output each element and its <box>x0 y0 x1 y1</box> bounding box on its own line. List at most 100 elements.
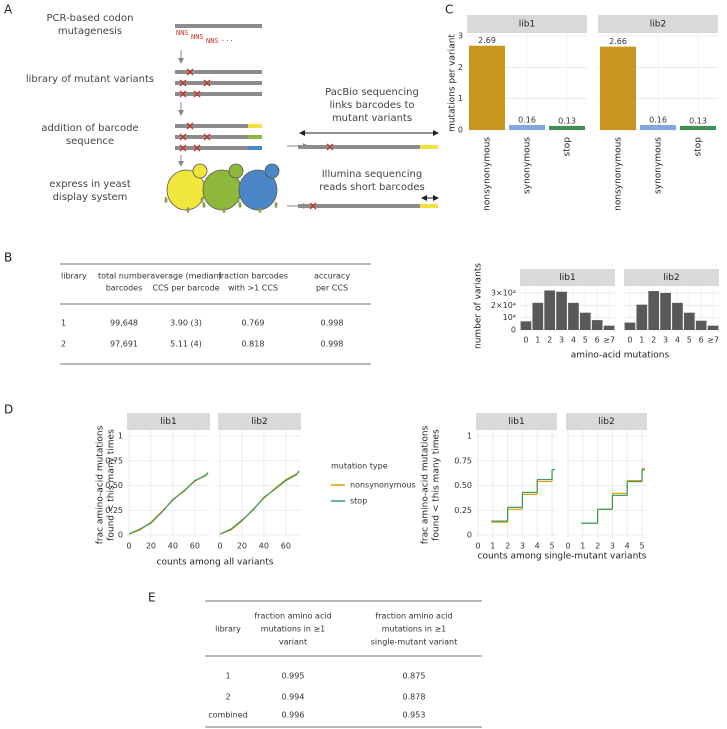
legend-label: stop <box>350 497 367 506</box>
panel-label: C <box>445 3 453 17</box>
diagram-text: PacBio sequencing <box>325 87 419 98</box>
facet-strip <box>218 413 301 430</box>
bar <box>579 312 591 330</box>
x-tick-label: 0 <box>126 542 131 551</box>
mutation-mark <box>186 68 194 76</box>
panel-label: D <box>4 403 13 417</box>
diagram-text: express in yeast <box>49 179 131 190</box>
table-header: mutations in ≥1 <box>382 625 447 634</box>
facet-title: lib1 <box>508 417 524 427</box>
x-tick-label: 60 <box>281 542 291 551</box>
table-header: fraction barcodes <box>218 272 288 281</box>
table-cell: 0.953 <box>403 711 426 720</box>
y-axis-label: found < this many times <box>432 429 442 541</box>
x-axis-label: counts among single-mutant variants <box>478 552 647 562</box>
x-tick-label: 40 <box>259 542 269 551</box>
x-tick-label: ≥7 <box>707 336 719 345</box>
table-header: per CCS <box>316 284 348 293</box>
mutation-mark <box>179 133 187 141</box>
barcode <box>248 146 262 150</box>
table-header: fraction amino acid <box>254 612 331 621</box>
yeast-cell <box>238 169 278 211</box>
bar <box>624 322 636 330</box>
table-cell: 1 <box>225 672 230 681</box>
barcode <box>248 135 262 139</box>
sequence-bar <box>175 81 262 85</box>
x-tick-label: stop <box>563 137 573 157</box>
table-header: variant <box>279 638 307 647</box>
x-tick-label: 2 <box>595 542 600 551</box>
table-cell: 0.818 <box>242 340 265 349</box>
x-tick-label: 1 <box>639 336 644 345</box>
facet-title: lib1 <box>160 417 176 427</box>
facet-strip <box>520 269 615 286</box>
table-header: with >1 CCS <box>228 284 278 293</box>
sequence-bar <box>175 124 248 128</box>
sequence-bar <box>298 145 420 149</box>
y-tick-label: 2 <box>458 63 463 72</box>
x-tick-label: nonsynonymous <box>614 137 624 211</box>
bar <box>648 291 660 330</box>
value-label: 0.16 <box>649 115 667 124</box>
mutation-mark <box>326 143 334 151</box>
line <box>219 471 300 535</box>
sequence-bar <box>175 24 262 28</box>
plot-background <box>566 430 647 538</box>
x-tick-label: 2 <box>547 336 552 345</box>
diagram-text: reads short barcodes <box>319 182 424 193</box>
mutation-mark <box>203 79 211 87</box>
y-axis-label: found < this many times <box>107 429 117 541</box>
codon-label: NNS <box>206 37 219 45</box>
x-tick-label: 0 <box>627 336 632 345</box>
display-protein <box>222 207 226 213</box>
bar <box>660 292 671 330</box>
facet-title: lib1 <box>519 20 535 30</box>
value-label: 0.13 <box>558 116 576 125</box>
bar <box>549 125 585 130</box>
y-tick-label: 0.25 <box>105 506 123 515</box>
y-tick-label: 0.75 <box>105 456 123 465</box>
y-tick-label: 3 <box>458 32 463 41</box>
table-header: library <box>61 272 87 281</box>
x-tick-label: 0 <box>523 336 528 345</box>
x-tick-label: stop <box>694 137 704 157</box>
facet-title: lib2 <box>251 417 267 427</box>
y-tick-label: 0.25 <box>454 506 472 515</box>
plot-background <box>476 430 557 538</box>
display-protein <box>274 202 278 208</box>
x-tick-label: 4 <box>625 542 630 551</box>
bar <box>509 124 545 130</box>
y-tick-label: 1 <box>118 432 123 441</box>
facet-strip <box>476 413 557 430</box>
barcode <box>248 124 262 128</box>
x-tick-label: 5 <box>549 542 554 551</box>
panel-label: E <box>148 591 156 605</box>
x-tick-label: 6 <box>595 336 600 345</box>
line <box>128 472 209 535</box>
y-tick-label: 0 <box>511 326 516 335</box>
yeast-bud <box>228 163 244 179</box>
sequence-bar <box>175 92 262 96</box>
x-tick-label: synonymous <box>523 137 533 194</box>
facet-title: lib2 <box>663 273 679 283</box>
x-tick-label: 60 <box>190 542 200 551</box>
sequence-bar <box>175 146 248 150</box>
table-cell: 0.875 <box>403 672 426 681</box>
value-label: 0.13 <box>689 116 707 125</box>
table-cell: 0.769 <box>242 319 265 328</box>
x-tick-label: 3 <box>520 542 525 551</box>
bar <box>532 302 544 330</box>
x-tick-label: 4 <box>535 542 540 551</box>
table-cell: 99,648 <box>110 319 138 328</box>
bar <box>672 302 683 330</box>
bar <box>695 320 707 330</box>
diagram-text: sequence <box>66 136 114 147</box>
legend-label: nonsynonymous <box>350 481 416 490</box>
y-tick-label: 10⁴ <box>503 313 516 322</box>
diagram-text: display system <box>53 192 128 203</box>
y-tick-label: 0 <box>467 531 472 540</box>
x-tick-label: 1 <box>580 542 585 551</box>
table-cell: 5.11 (4) <box>170 340 202 349</box>
display-protein <box>200 197 204 203</box>
